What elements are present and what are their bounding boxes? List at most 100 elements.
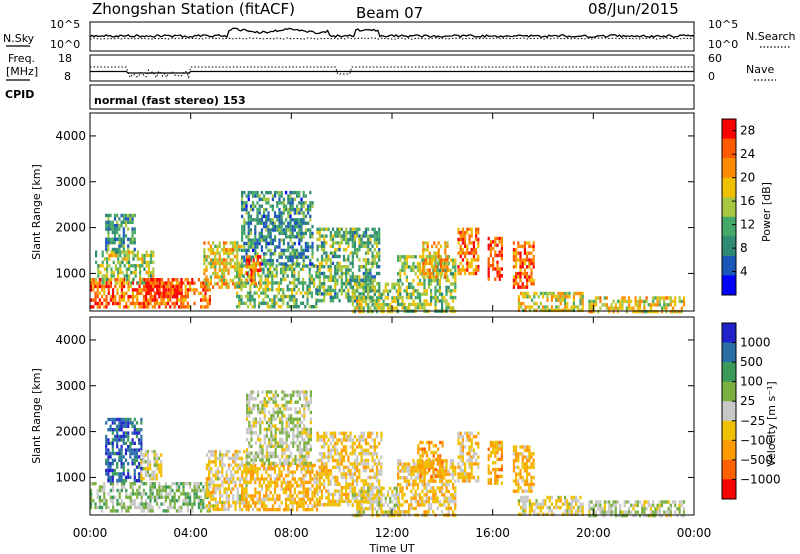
echo-cell <box>125 301 128 306</box>
echo-cell <box>105 220 108 224</box>
echo-cell <box>250 272 253 276</box>
echo-cell <box>216 275 219 279</box>
echo-cell <box>160 470 163 474</box>
echo-cell <box>111 458 114 462</box>
echo-cell <box>425 292 428 296</box>
echo-cell <box>308 271 311 275</box>
echo-cell <box>345 268 348 272</box>
echo-cell <box>382 306 385 310</box>
echo-cell <box>276 214 279 219</box>
echo-cell <box>162 495 165 499</box>
echo-cell <box>444 258 447 262</box>
echo-cell <box>266 284 269 288</box>
echo-cell <box>496 270 499 275</box>
echo-cell <box>195 288 198 292</box>
echo-cell <box>296 204 299 208</box>
echo-cell <box>274 245 277 249</box>
echo-cell <box>369 445 372 449</box>
echo-cell <box>526 278 529 283</box>
echo-cell <box>142 505 145 510</box>
echo-cell <box>202 488 205 493</box>
echo-cell <box>129 441 132 445</box>
echo-cell <box>109 451 112 456</box>
echo-cell <box>263 255 266 259</box>
echo-cell <box>433 265 436 269</box>
echo-cell <box>274 424 277 428</box>
echo-cell <box>162 509 165 513</box>
echo-cell <box>403 302 406 307</box>
echo-cell <box>157 463 161 467</box>
echo-cell <box>296 410 299 415</box>
echo-cell <box>98 291 101 295</box>
echo-cell <box>264 284 267 288</box>
echo-cell <box>303 397 306 401</box>
echo-cell <box>647 303 650 307</box>
echo-cell <box>391 282 394 286</box>
echo-cell <box>336 261 339 265</box>
echo-cell <box>263 434 266 438</box>
echo-cell <box>289 197 292 202</box>
echo-cell <box>340 486 343 490</box>
echo-cell <box>614 303 617 307</box>
echo-cell <box>214 265 217 269</box>
echo-cell <box>416 265 419 269</box>
echo-cell <box>358 441 361 446</box>
echo-cell <box>327 448 330 452</box>
echo-cell <box>311 497 314 502</box>
echo-cell <box>367 258 370 262</box>
echo-cell <box>290 451 293 455</box>
echo-cell <box>325 462 328 466</box>
echo-cell <box>342 431 346 435</box>
echo-cell <box>268 451 271 455</box>
echo-cell <box>246 410 249 415</box>
echo-cell <box>254 458 257 462</box>
echo-cell <box>117 260 120 265</box>
echo-cell <box>107 465 110 469</box>
echo-cell <box>227 248 230 252</box>
echo-cell <box>113 213 117 218</box>
echo-cell <box>340 472 343 476</box>
echo-cell <box>293 305 296 309</box>
echo-cell <box>195 488 198 493</box>
echo-cell <box>105 468 108 473</box>
echo-cell <box>627 296 631 300</box>
echo-cell <box>267 467 270 471</box>
echo-cell <box>296 467 299 471</box>
echo-cell <box>197 499 200 503</box>
echo-cell <box>243 467 246 471</box>
echo-cell <box>371 288 374 293</box>
echo-cell <box>173 482 176 486</box>
echo-cell <box>147 509 150 513</box>
echo-cell <box>241 507 244 512</box>
echo-cell <box>349 251 352 255</box>
echo-cell <box>395 282 398 286</box>
echo-cell <box>311 231 314 236</box>
echo-cell <box>362 448 365 452</box>
echo-cell <box>287 255 290 259</box>
echo-cell <box>435 275 438 279</box>
echo-cell <box>197 485 200 489</box>
echo-cell <box>329 499 332 503</box>
echo-cell <box>323 295 326 299</box>
echo-cell <box>307 431 310 435</box>
echo-cell <box>118 417 121 422</box>
echo-cell <box>296 400 299 404</box>
echo-cell <box>220 268 223 272</box>
echo-cell <box>254 228 257 232</box>
echo-cell <box>292 444 295 449</box>
echo-cell <box>269 288 272 292</box>
echo-cell <box>111 448 114 452</box>
echo-cell <box>154 291 157 295</box>
echo-cell <box>305 403 308 408</box>
echo-cell <box>245 235 248 239</box>
echo-cell <box>302 277 305 282</box>
echo-cell <box>254 252 257 256</box>
echo-cell <box>423 292 426 296</box>
echo-cell <box>149 281 152 285</box>
echo-cell <box>254 424 257 428</box>
echo-cell <box>271 288 274 292</box>
echo-cell <box>423 302 426 307</box>
echo-cell <box>278 214 281 219</box>
echo-cell <box>432 295 435 300</box>
echo-cell <box>323 438 326 442</box>
